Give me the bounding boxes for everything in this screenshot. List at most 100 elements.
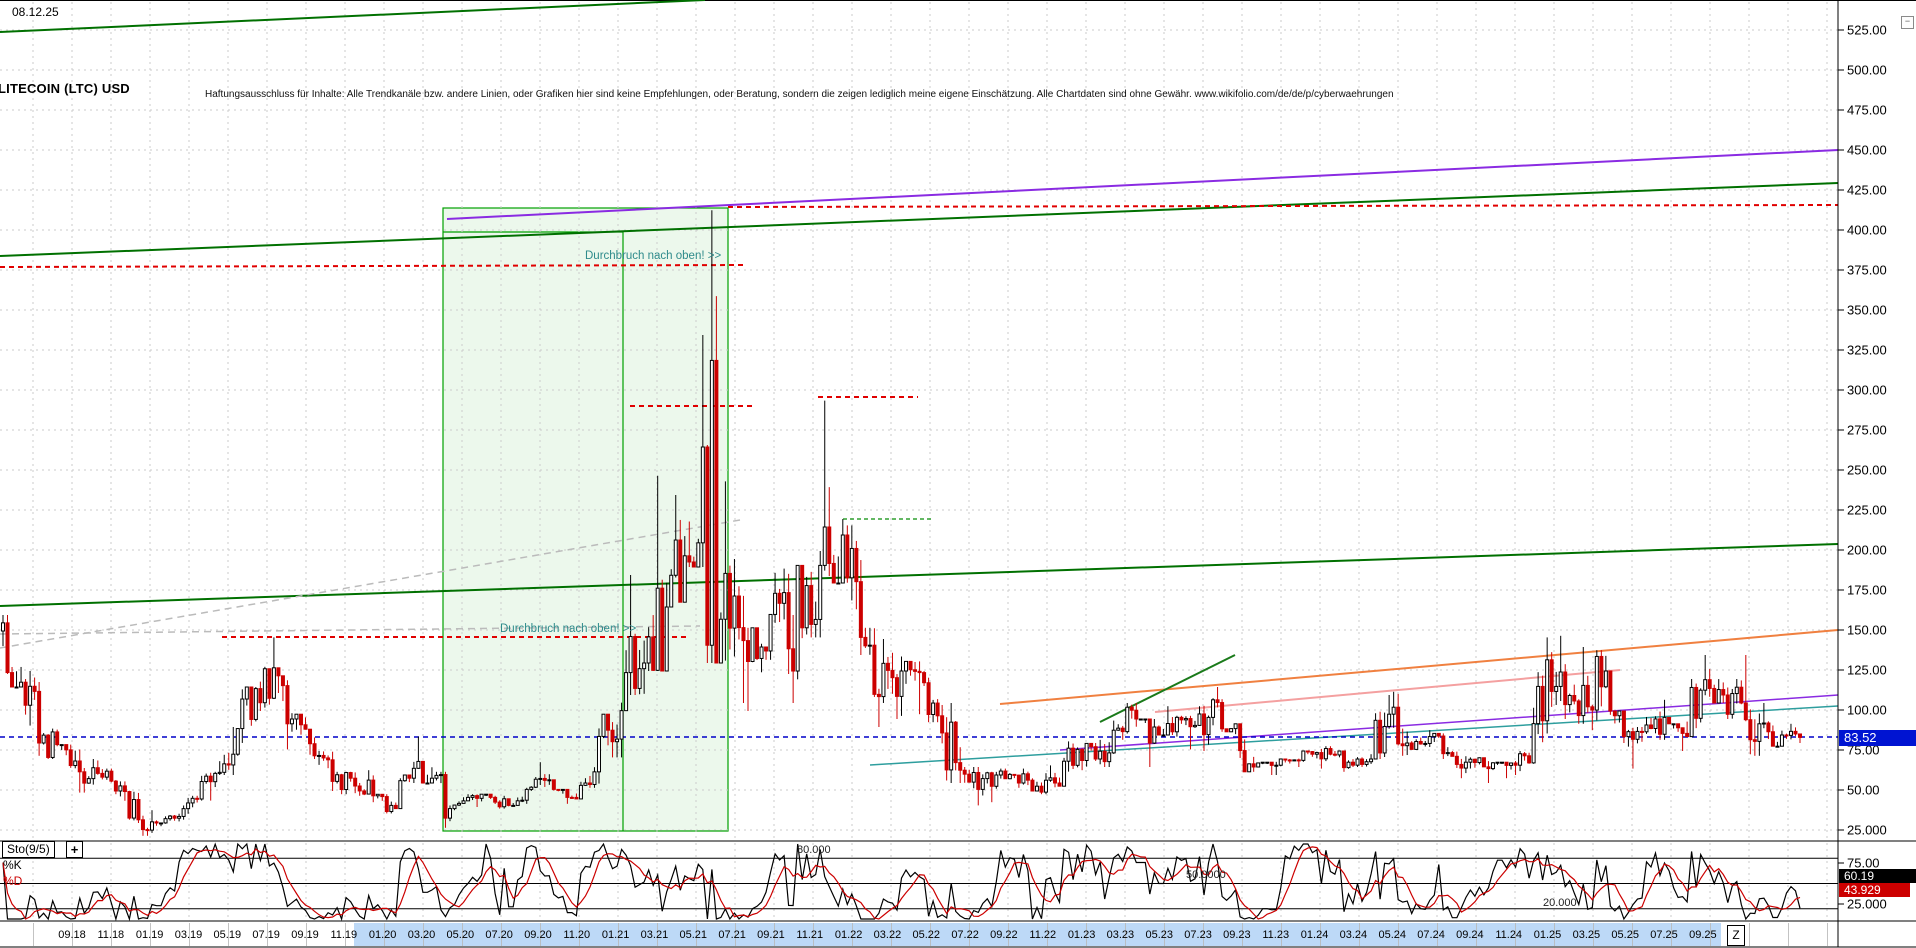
indicator-settings-button[interactable]: Sto(9/5) <box>2 841 55 858</box>
price-tick-label: 400.00 <box>1847 222 1887 238</box>
price-tick-label: 375.00 <box>1847 262 1887 278</box>
x-axis-date-label: 05.23 <box>1145 929 1173 941</box>
price-tick-label: 25.000 <box>1847 822 1887 838</box>
x-axis-separator <box>1671 923 1672 946</box>
x-axis-date-label: 07.23 <box>1184 929 1212 941</box>
x-axis-date-label: 11.19 <box>330 929 358 941</box>
x-axis-date-label: 05.22 <box>912 929 941 941</box>
price-tick-label: 300.00 <box>1847 382 1887 398</box>
x-axis-separator <box>813 923 814 946</box>
x-axis-separator <box>540 923 541 946</box>
x-axis-date-label: 01.24 <box>1300 929 1329 941</box>
x-axis-date-label: 09.22 <box>990 929 1018 941</box>
x-axis-date-label: 09.21 <box>757 929 785 941</box>
price-tick-label: 350.00 <box>1847 302 1887 318</box>
x-axis-date-label: 05.19 <box>213 929 242 941</box>
x-axis-separator <box>1125 923 1126 946</box>
x-axis-separator <box>1203 923 1204 946</box>
x-axis-separator <box>150 923 151 946</box>
x-axis-separator <box>891 923 892 946</box>
x-axis-separator <box>1788 923 1789 946</box>
x-axis-separator <box>1632 923 1633 946</box>
x-axis-date-label: 03.21 <box>640 929 669 941</box>
x-axis-date-label: 07.24 <box>1417 929 1445 941</box>
last-price-tag: 83.52 <box>1839 730 1916 746</box>
breakout-annotation-upper: Durchbruch nach oben! >> <box>585 250 722 262</box>
d-value-tag: 43.929 <box>1839 883 1910 897</box>
x-axis-separator <box>1008 923 1009 946</box>
x-axis-separator <box>384 923 385 946</box>
price-tick-label: 425.00 <box>1847 182 1887 198</box>
x-axis-separator <box>1164 923 1165 946</box>
x-axis-separator <box>1242 923 1243 946</box>
price-tick-label: 475.00 <box>1847 102 1887 118</box>
price-tick-label: 125.00 <box>1847 662 1887 678</box>
price-tick-label: 500.00 <box>1847 62 1887 78</box>
x-axis-date-label: 09.24 <box>1456 929 1484 941</box>
x-axis-date-label: 07.20 <box>485 929 513 941</box>
stochastic-level-20-label: 20.000 <box>1543 897 1577 909</box>
x-axis-date-label: 07.21 <box>718 929 746 941</box>
x-axis-separator <box>618 923 619 946</box>
breakout-annotation-lower: Durchbruch nach oben! >> <box>500 623 637 635</box>
x-axis-date-label: 09.20 <box>524 929 552 941</box>
page-title: LITECOIN (LTC) USD <box>0 81 130 96</box>
indicator-tick-label: 25.000 <box>1847 896 1887 912</box>
x-axis-separator <box>1710 923 1711 946</box>
x-axis-date-label: 03.22 <box>873 929 902 941</box>
x-axis-date-label: 01.22 <box>834 929 863 941</box>
price-tick-label: 450.00 <box>1847 142 1887 158</box>
price-tick-label: 50.00 <box>1847 782 1880 798</box>
x-axis-separator <box>657 923 658 946</box>
x-axis-date-label: 05.24 <box>1378 929 1406 941</box>
price-tick-label: 275.00 <box>1847 422 1887 438</box>
x-axis-date-label: 01.23 <box>1067 929 1096 941</box>
x-axis-date-label: 03.24 <box>1339 929 1368 941</box>
x-axis-separator <box>423 923 424 946</box>
x-axis-date-label: 01.25 <box>1533 929 1562 941</box>
d-series-label: %D <box>3 874 23 888</box>
x-axis-date-label: 09.19 <box>291 929 319 941</box>
x-axis-separator <box>1476 923 1477 946</box>
x-axis-separator <box>189 923 190 946</box>
zoom-reset-button[interactable]: Z <box>1727 925 1745 946</box>
scrollbar-thumb[interactable] <box>354 923 1721 946</box>
k-value-tag: 60.19 <box>1839 869 1916 883</box>
x-axis-date-label: 11.21 <box>796 929 824 941</box>
x-axis-date-label: 09.23 <box>1223 929 1251 941</box>
x-axis-date-label: 03.25 <box>1572 929 1601 941</box>
price-tick-label: 525.00 <box>1847 22 1887 38</box>
stochastic-level-80-label: 80.000 <box>797 844 831 856</box>
stochastic-level-50-label: 50.0000 <box>1186 869 1226 881</box>
x-axis-date-label: 03.20 <box>407 929 436 941</box>
x-axis-date-label: 11.20 <box>563 929 591 941</box>
x-axis-separator <box>969 923 970 946</box>
add-indicator-button[interactable]: + <box>66 841 83 858</box>
x-axis-separator <box>852 923 853 946</box>
x-axis-separator <box>1281 923 1282 946</box>
x-axis-separator <box>735 923 736 946</box>
x-axis-separator <box>930 923 931 946</box>
x-axis-date-label: 11.22 <box>1029 929 1057 941</box>
x-axis-date-label: 07.22 <box>951 929 979 941</box>
price-tick-label: 150.00 <box>1847 622 1887 638</box>
x-axis-separator <box>345 923 346 946</box>
x-axis-separator <box>774 923 775 946</box>
x-axis-date-label: 09.25 <box>1689 929 1717 941</box>
x-axis-separator <box>462 923 463 946</box>
x-axis-separator <box>72 923 73 946</box>
disclaimer-text: Haftungsausschluss für Inhalte: Alle Tre… <box>205 89 1394 100</box>
x-axis-date-label: 09.18 <box>58 929 86 941</box>
x-axis-date-label: 01.20 <box>368 929 397 941</box>
chart-date-label: 08.12.25 <box>12 5 59 19</box>
x-axis-separator <box>696 923 697 946</box>
collapse-icon[interactable]: − <box>1901 16 1914 29</box>
x-axis-separator <box>1086 923 1087 946</box>
price-tick-label: 175.00 <box>1847 582 1887 598</box>
price-tick-label: 100.00 <box>1847 702 1887 718</box>
x-axis-date-label: 01.19 <box>135 929 164 941</box>
x-axis-date-label: 11.23 <box>1262 929 1290 941</box>
indicator-tick-label: 75.00 <box>1847 855 1880 871</box>
